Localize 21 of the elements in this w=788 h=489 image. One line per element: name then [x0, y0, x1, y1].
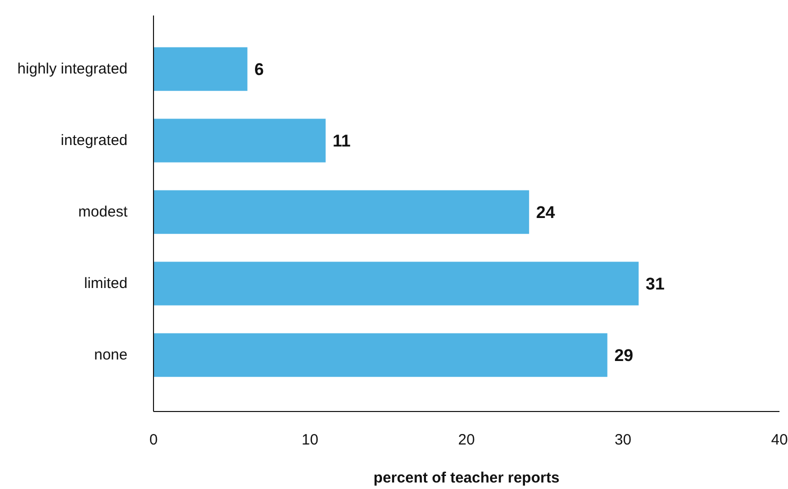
- y-tick-label: integrated: [60, 132, 128, 150]
- y-tick-label: modest: [78, 204, 128, 221]
- bar: [154, 47, 248, 91]
- bar: [154, 333, 608, 377]
- bar: [154, 262, 639, 306]
- data-label: 24: [536, 203, 556, 222]
- data-label: 29: [614, 346, 634, 366]
- data-label: 6: [254, 60, 264, 80]
- x-tick-label: 0: [149, 432, 158, 448]
- x-tick-label: 10: [302, 432, 318, 448]
- x-tick-label: 30: [614, 432, 632, 448]
- data-label: 11: [332, 132, 351, 151]
- data-label: 31: [646, 274, 665, 294]
- x-tick-label: 40: [771, 432, 788, 448]
- bar: [154, 190, 530, 234]
- y-tick-label: limited: [84, 275, 128, 292]
- x-tick-label: 20: [458, 432, 475, 448]
- y-tick-label: none: [94, 346, 128, 364]
- y-tick-label: highly integrated: [17, 60, 128, 78]
- bar: [154, 118, 326, 162]
- x-axis-title: percent of teacher reports: [374, 470, 560, 486]
